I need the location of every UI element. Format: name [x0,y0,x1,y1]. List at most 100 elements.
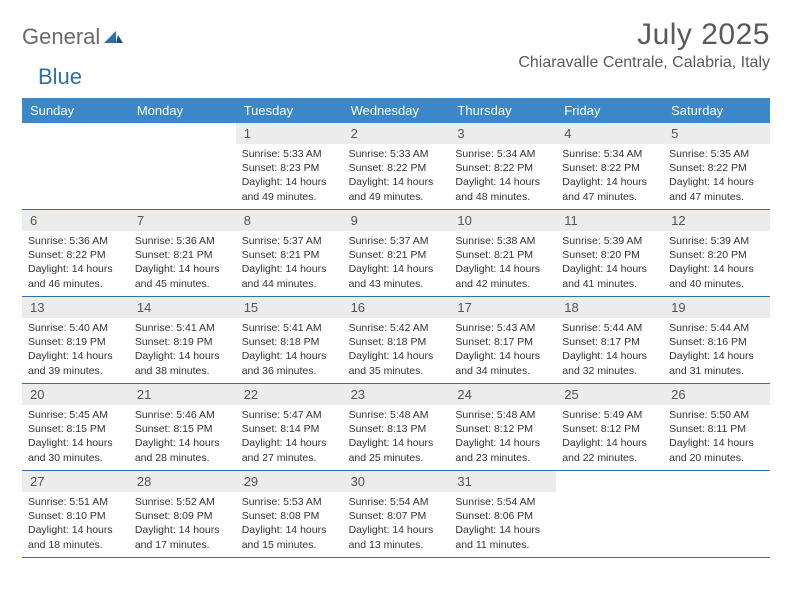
day-details: Sunrise: 5:39 AMSunset: 8:20 PMDaylight:… [556,231,663,295]
sunset-text: Sunset: 8:18 PM [349,335,444,349]
sunset-text: Sunset: 8:22 PM [349,161,444,175]
day-cell: 12Sunrise: 5:39 AMSunset: 8:20 PMDayligh… [663,210,770,296]
sunset-text: Sunset: 8:16 PM [669,335,764,349]
day-details: Sunrise: 5:41 AMSunset: 8:18 PMDaylight:… [236,318,343,382]
sunrise-text: Sunrise: 5:37 AM [349,234,444,248]
daylight-text: Daylight: 14 hours and 38 minutes. [135,349,230,377]
day-cell: 1Sunrise: 5:33 AMSunset: 8:23 PMDaylight… [236,123,343,209]
day-details: Sunrise: 5:54 AMSunset: 8:06 PMDaylight:… [449,492,556,556]
daylight-text: Daylight: 14 hours and 20 minutes. [669,436,764,464]
sunrise-text: Sunrise: 5:46 AM [135,408,230,422]
day-details: Sunrise: 5:34 AMSunset: 8:22 PMDaylight:… [556,144,663,208]
calendar-page: General July 2025 Chiaravalle Centrale, … [0,0,792,568]
daylight-text: Daylight: 14 hours and 32 minutes. [562,349,657,377]
day-cell: 25Sunrise: 5:49 AMSunset: 8:12 PMDayligh… [556,384,663,470]
day-number: 22 [236,384,343,405]
weekday-header: Sunday [22,98,129,123]
brand-word-blue: Blue [38,64,82,90]
day-details: Sunrise: 5:44 AMSunset: 8:17 PMDaylight:… [556,318,663,382]
day-details: Sunrise: 5:48 AMSunset: 8:13 PMDaylight:… [343,405,450,469]
day-number: 4 [556,123,663,144]
sunrise-text: Sunrise: 5:41 AM [135,321,230,335]
sunset-text: Sunset: 8:15 PM [135,422,230,436]
daylight-text: Daylight: 14 hours and 11 minutes. [455,523,550,551]
day-number: 25 [556,384,663,405]
daylight-text: Daylight: 14 hours and 17 minutes. [135,523,230,551]
daylight-text: Daylight: 14 hours and 49 minutes. [242,175,337,203]
weeks-container: 1Sunrise: 5:33 AMSunset: 8:23 PMDaylight… [22,123,770,558]
sunset-text: Sunset: 8:19 PM [28,335,123,349]
sunrise-text: Sunrise: 5:40 AM [28,321,123,335]
sunset-text: Sunset: 8:06 PM [455,509,550,523]
day-details: Sunrise: 5:41 AMSunset: 8:19 PMDaylight:… [129,318,236,382]
sunrise-text: Sunrise: 5:34 AM [455,147,550,161]
day-cell: 2Sunrise: 5:33 AMSunset: 8:22 PMDaylight… [343,123,450,209]
day-details: Sunrise: 5:51 AMSunset: 8:10 PMDaylight:… [22,492,129,556]
location-subtitle: Chiaravalle Centrale, Calabria, Italy [518,54,770,72]
daylight-text: Daylight: 14 hours and 44 minutes. [242,262,337,290]
daylight-text: Daylight: 14 hours and 47 minutes. [562,175,657,203]
day-number: 8 [236,210,343,231]
calendar-grid: Sunday Monday Tuesday Wednesday Thursday… [22,98,770,558]
sunrise-text: Sunrise: 5:51 AM [28,495,123,509]
day-details: Sunrise: 5:53 AMSunset: 8:08 PMDaylight:… [236,492,343,556]
daylight-text: Daylight: 14 hours and 43 minutes. [349,262,444,290]
daylight-text: Daylight: 14 hours and 42 minutes. [455,262,550,290]
sunrise-text: Sunrise: 5:35 AM [669,147,764,161]
sunrise-text: Sunrise: 5:54 AM [455,495,550,509]
sunrise-text: Sunrise: 5:34 AM [562,147,657,161]
sunrise-text: Sunrise: 5:48 AM [455,408,550,422]
day-cell: 5Sunrise: 5:35 AMSunset: 8:22 PMDaylight… [663,123,770,209]
day-number: 9 [343,210,450,231]
week-row: 27Sunrise: 5:51 AMSunset: 8:10 PMDayligh… [22,471,770,558]
day-details: Sunrise: 5:45 AMSunset: 8:15 PMDaylight:… [22,405,129,469]
daylight-text: Daylight: 14 hours and 41 minutes. [562,262,657,290]
daylight-text: Daylight: 14 hours and 28 minutes. [135,436,230,464]
week-row: 1Sunrise: 5:33 AMSunset: 8:23 PMDaylight… [22,123,770,210]
sunset-text: Sunset: 8:21 PM [349,248,444,262]
sunrise-text: Sunrise: 5:47 AM [242,408,337,422]
sunrise-text: Sunrise: 5:44 AM [669,321,764,335]
sunset-text: Sunset: 8:22 PM [28,248,123,262]
daylight-text: Daylight: 14 hours and 39 minutes. [28,349,123,377]
day-cell: 13Sunrise: 5:40 AMSunset: 8:19 PMDayligh… [22,297,129,383]
day-details: Sunrise: 5:42 AMSunset: 8:18 PMDaylight:… [343,318,450,382]
sunset-text: Sunset: 8:23 PM [242,161,337,175]
sunset-text: Sunset: 8:19 PM [135,335,230,349]
day-number: 31 [449,471,556,492]
brand-logo: General [22,18,126,50]
day-cell: 19Sunrise: 5:44 AMSunset: 8:16 PMDayligh… [663,297,770,383]
daylight-text: Daylight: 14 hours and 18 minutes. [28,523,123,551]
sunrise-text: Sunrise: 5:39 AM [669,234,764,248]
day-number: 16 [343,297,450,318]
sunrise-text: Sunrise: 5:54 AM [349,495,444,509]
day-number: 3 [449,123,556,144]
sunset-text: Sunset: 8:08 PM [242,509,337,523]
sunrise-text: Sunrise: 5:45 AM [28,408,123,422]
daylight-text: Daylight: 14 hours and 25 minutes. [349,436,444,464]
daylight-text: Daylight: 14 hours and 15 minutes. [242,523,337,551]
sunset-text: Sunset: 8:17 PM [455,335,550,349]
day-cell: 3Sunrise: 5:34 AMSunset: 8:22 PMDaylight… [449,123,556,209]
sunset-text: Sunset: 8:22 PM [562,161,657,175]
day-cell: 26Sunrise: 5:50 AMSunset: 8:11 PMDayligh… [663,384,770,470]
sunrise-text: Sunrise: 5:33 AM [349,147,444,161]
weekday-header: Tuesday [236,98,343,123]
day-cell: 9 Sunrise: 5:37 AMSunset: 8:21 PMDaylight… [343,210,450,296]
day-details: Sunrise: 5:35 AMSunset: 8:22 PMDaylight:… [663,144,770,208]
day-cell: 22Sunrise: 5:47 AMSunset: 8:14 PMDayligh… [236,384,343,470]
day-cell: 17Sunrise: 5:43 AMSunset: 8:17 PMDayligh… [449,297,556,383]
title-block: July 2025 Chiaravalle Centrale, Calabria… [518,18,770,72]
day-number: 17 [449,297,556,318]
week-row: 6Sunrise: 5:36 AMSunset: 8:22 PMDaylight… [22,210,770,297]
sunset-text: Sunset: 8:15 PM [28,422,123,436]
daylight-text: Daylight: 14 hours and 13 minutes. [349,523,444,551]
daylight-text: Daylight: 14 hours and 34 minutes. [455,349,550,377]
day-details: Sunrise: 5:40 AMSunset: 8:19 PMDaylight:… [22,318,129,382]
day-number: 21 [129,384,236,405]
day-cell: 7Sunrise: 5:36 AMSunset: 8:21 PMDaylight… [129,210,236,296]
day-details: Sunrise: 5:34 AMSunset: 8:22 PMDaylight:… [449,144,556,208]
day-details: Sunrise: 5:48 AMSunset: 8:12 PMDaylight:… [449,405,556,469]
day-cell: 10Sunrise: 5:38 AMSunset: 8:21 PMDayligh… [449,210,556,296]
day-details: Sunrise: 5:33 AMSunset: 8:22 PMDaylight:… [343,144,450,208]
